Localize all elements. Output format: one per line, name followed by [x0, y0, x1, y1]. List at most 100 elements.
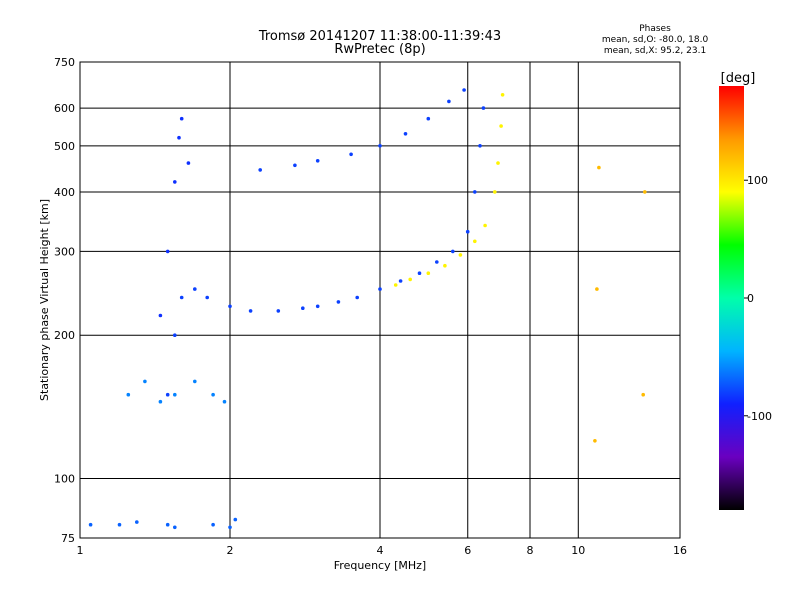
x-tick-label: 16	[673, 544, 687, 557]
x-tick-label: 8	[527, 544, 534, 557]
data-point	[165, 249, 170, 254]
chart-title: Tromsø 20141207 11:38:00-11:39:43	[258, 29, 501, 44]
data-point	[165, 522, 170, 527]
data-point	[336, 300, 341, 304]
y-axis-label: Stationary phase Virtual Height [km]	[38, 199, 51, 401]
data-point	[143, 379, 147, 384]
y-tick-label: 75	[61, 532, 75, 545]
colorbar-ticks: 100 0 -100	[744, 174, 772, 423]
y-axis-ticks: 75 100 200 300 400 500 600 750	[54, 56, 75, 545]
y-tick-label: 100	[54, 473, 75, 486]
y-tick-label: 400	[54, 186, 75, 199]
data-point	[301, 306, 305, 311]
data-point	[258, 168, 263, 172]
data-point	[165, 392, 170, 397]
colorbar-tick-label: 100	[747, 174, 768, 187]
data-point	[473, 239, 477, 244]
data-point	[378, 144, 382, 148]
data-point	[496, 161, 500, 165]
data-point	[355, 295, 360, 300]
data-point	[481, 106, 486, 110]
data-point	[117, 522, 122, 527]
data-point	[493, 190, 497, 194]
data-point	[593, 439, 597, 443]
data-point	[483, 223, 487, 228]
data-point	[158, 313, 163, 318]
data-point	[158, 399, 163, 404]
data-point	[179, 116, 184, 121]
data-point	[378, 287, 382, 291]
colorbar-tick-label: -100	[747, 410, 772, 423]
data-point	[451, 249, 455, 254]
colorbar	[719, 86, 744, 510]
data-points	[88, 88, 647, 530]
phase-info-xmode: mean, sd,X: 95.2, 23.1	[604, 46, 706, 56]
data-point	[126, 392, 131, 397]
data-point	[88, 522, 93, 527]
x-tick-label: 4	[377, 544, 384, 557]
colorbar-label: [deg]	[721, 71, 756, 86]
y-tick-label: 750	[54, 56, 75, 69]
x-tick-label: 6	[464, 544, 471, 557]
chart-subtitle: RwPretec (8p)	[334, 42, 425, 57]
colorbar-tick-label: 0	[747, 292, 754, 305]
data-point	[643, 190, 647, 194]
data-point	[462, 88, 466, 92]
data-point	[177, 135, 181, 140]
phase-info-omode: mean, sd,O: -80.0, 18.0	[602, 35, 709, 45]
x-tick-label: 1	[77, 544, 84, 557]
data-point	[211, 522, 215, 527]
data-point	[293, 163, 297, 168]
data-point	[186, 161, 191, 165]
data-point	[211, 392, 215, 397]
data-point	[173, 180, 177, 184]
x-tick-label: 10	[571, 544, 585, 557]
y-tick-label: 200	[54, 329, 75, 342]
data-point	[443, 263, 447, 268]
data-point	[228, 525, 232, 530]
data-point	[173, 392, 177, 397]
data-point	[426, 116, 431, 121]
data-point	[193, 287, 197, 291]
data-point	[641, 392, 645, 397]
y-tick-label: 500	[54, 140, 75, 153]
data-point	[465, 229, 470, 234]
data-point	[228, 304, 232, 309]
grid-lines	[80, 62, 680, 538]
data-point	[179, 295, 184, 300]
data-point	[408, 277, 413, 282]
data-point	[248, 309, 253, 313]
data-point	[233, 517, 238, 522]
phase-info-title: Phases	[639, 24, 671, 34]
data-point	[500, 93, 505, 97]
data-point	[403, 132, 408, 136]
data-point	[595, 287, 599, 291]
data-point	[222, 399, 227, 404]
data-point	[473, 190, 477, 194]
x-axis-label: Frequency [MHz]	[334, 559, 426, 572]
data-point	[315, 159, 320, 163]
data-point	[349, 152, 353, 157]
data-point	[499, 124, 503, 128]
x-axis-ticks: 1 2 4 6 8 10 16	[77, 544, 688, 557]
data-point	[458, 253, 463, 257]
data-point	[393, 283, 398, 287]
data-point	[597, 165, 601, 170]
data-point	[173, 333, 177, 338]
data-point	[276, 309, 281, 313]
data-point	[398, 279, 403, 283]
data-point	[205, 295, 209, 300]
data-point	[417, 271, 422, 276]
data-point	[447, 99, 451, 104]
data-point	[173, 525, 177, 530]
x-tick-label: 2	[227, 544, 234, 557]
data-point	[435, 260, 439, 264]
data-point	[193, 379, 197, 384]
data-point	[315, 304, 320, 309]
y-tick-label: 600	[54, 102, 75, 115]
y-tick-label: 300	[54, 245, 75, 258]
data-point	[478, 144, 482, 148]
data-point	[426, 271, 431, 276]
data-point	[135, 520, 139, 524]
